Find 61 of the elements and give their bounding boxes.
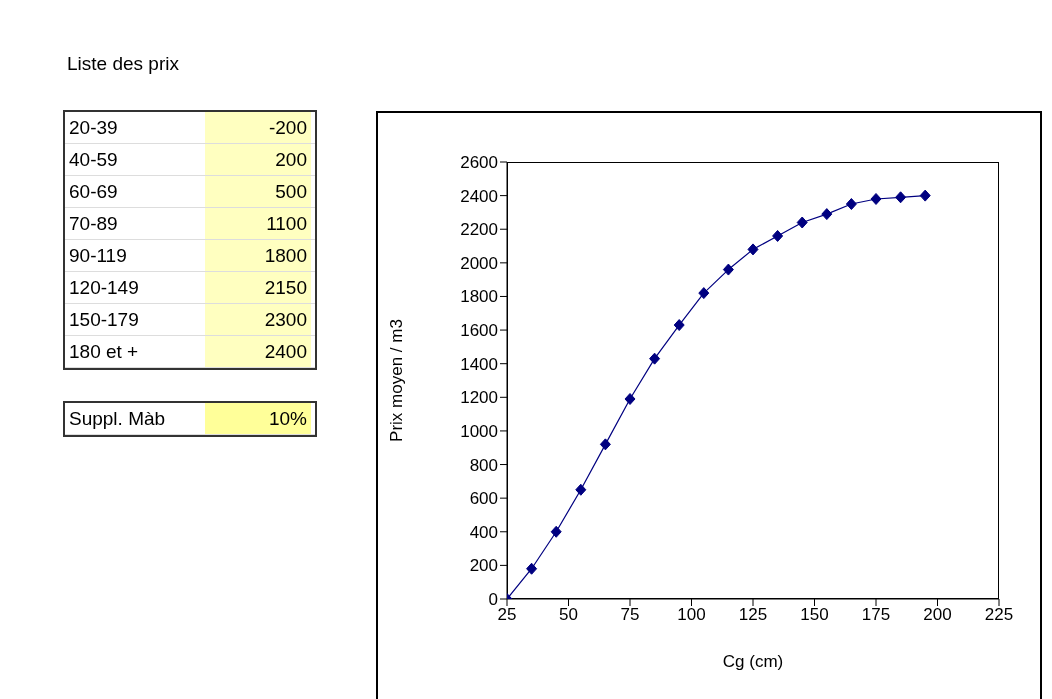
- y-tick-label: 1000: [460, 421, 498, 441]
- x-tick-label: 150: [800, 605, 829, 625]
- text: 40-59: [65, 144, 205, 175]
- point: [673, 319, 685, 332]
- point: [722, 263, 734, 276]
- point: [526, 562, 538, 575]
- point: [698, 287, 710, 300]
- x-tick-label: 100: [677, 605, 706, 625]
- text: Liste des prix: [66, 51, 180, 76]
- text: 120-149: [65, 272, 205, 303]
- point: [895, 191, 907, 204]
- text: 2300: [205, 304, 311, 335]
- y-tick-label: 2000: [460, 253, 498, 273]
- text: -200: [205, 112, 311, 143]
- x-tick-label: 225: [984, 605, 1014, 625]
- point: [747, 243, 759, 256]
- y-tick-label: 1800: [460, 287, 498, 307]
- text: 200: [205, 144, 311, 175]
- text: Suppl. Màb: [65, 403, 205, 434]
- y-tick-label: 800: [469, 455, 498, 475]
- y-tick-label: 0: [488, 590, 498, 610]
- point: [575, 483, 587, 496]
- text: 70-89: [65, 208, 205, 239]
- x-tick-label: 25: [497, 605, 517, 625]
- y-tick-label: 2600: [460, 153, 498, 173]
- text: 150-179: [65, 304, 205, 335]
- y-tick-label: 2200: [460, 220, 498, 240]
- text: 500: [205, 176, 311, 207]
- point: [772, 229, 784, 242]
- y-tick-label: 1400: [460, 354, 498, 374]
- y-tick-label: 1200: [460, 388, 498, 408]
- y-tick-label: 200: [469, 556, 498, 576]
- x-tick-label: 200: [923, 605, 952, 625]
- text: 1100: [205, 208, 311, 239]
- text: 90-119: [65, 240, 205, 271]
- point: [796, 216, 808, 229]
- y-tick-label: 400: [469, 522, 498, 542]
- x-tick-label: 125: [738, 605, 768, 625]
- point: [649, 352, 661, 365]
- text: 2150: [205, 272, 311, 303]
- text: 180 et +: [65, 336, 205, 367]
- text: 60-69: [65, 176, 205, 207]
- point: [821, 208, 833, 221]
- y-axis-title: Prix moyen / m3: [387, 319, 407, 442]
- text: 20-39: [65, 112, 205, 143]
- x-tick-label: 175: [861, 605, 891, 625]
- x-axis-title: Cg (cm): [722, 652, 784, 671]
- point: [845, 198, 857, 211]
- text: 1800: [205, 240, 311, 271]
- y-tick-label: 600: [469, 489, 498, 509]
- point: [624, 392, 636, 405]
- x-tick-label: 75: [620, 605, 640, 625]
- x-tick-label: 50: [559, 605, 578, 625]
- point: [870, 192, 882, 205]
- point: [919, 189, 931, 202]
- text: 10%: [205, 403, 311, 434]
- point: [599, 438, 611, 451]
- point: [550, 525, 562, 538]
- y-tick-label: 1600: [460, 321, 498, 341]
- y-tick-label: 2400: [460, 186, 498, 206]
- text: 2400: [205, 336, 311, 367]
